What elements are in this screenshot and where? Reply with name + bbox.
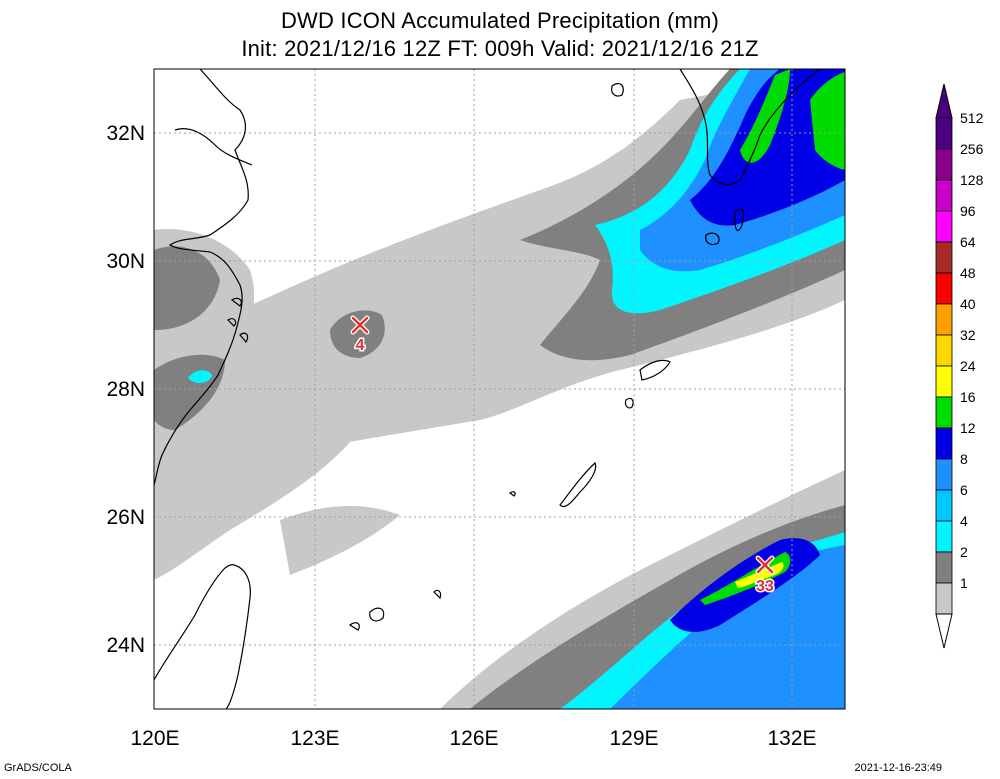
lat-label-26n: 26N — [106, 506, 145, 529]
colorbar-label-12: 12 — [960, 420, 976, 436]
colorbar-swatch-256 — [935, 148, 953, 181]
yangtze-estuary — [174, 128, 253, 166]
yaeyama-island — [433, 589, 442, 600]
colorbar-bottom-arrow — [935, 613, 953, 649]
max-marker: 33 — [755, 555, 776, 597]
colorbar-swatch-40 — [935, 303, 953, 336]
lon-label-120e: 120E — [130, 727, 179, 750]
colorbar-swatch-96 — [935, 210, 953, 243]
colorbar-label-128: 128 — [960, 172, 984, 188]
precip-16mm-ne2 — [810, 72, 845, 170]
precip-16mm-ne — [740, 69, 790, 163]
max-marker-label: 33 — [756, 578, 774, 595]
kyushu-coast — [679, 69, 821, 186]
precip-4mm-spot — [188, 370, 212, 384]
precip-1mm-mid — [280, 505, 400, 575]
graticule — [154, 69, 845, 709]
precip-1mm-sw — [154, 430, 360, 580]
colorbar-label-32: 32 — [960, 327, 976, 343]
lon-label-132e: 132E — [767, 727, 816, 750]
colorbar-swatch-48 — [935, 272, 953, 305]
colorbar-swatch-24 — [935, 365, 953, 398]
footer-timestamp: 2021-12-16-23:49 — [854, 762, 942, 774]
colorbar-label-64: 64 — [960, 234, 976, 250]
map-title: DWD ICON Accumulated Precipitation (mm) — [280, 8, 720, 33]
colorbar-label-40: 40 — [960, 296, 976, 312]
colorbar-label-24: 24 — [960, 358, 976, 374]
colorbar-swatch-6 — [935, 489, 953, 522]
taiwan-coast — [154, 564, 251, 709]
min-marker-label: 4 — [356, 337, 365, 354]
colorbar-swatch-8 — [935, 458, 953, 491]
min-marker: 4 — [350, 315, 370, 356]
miyako-islands — [348, 607, 385, 631]
precip-8mm-se — [610, 545, 845, 709]
colorbar-label-1: 1 — [960, 575, 968, 591]
colorbar-swatch-32 — [935, 334, 953, 367]
tokunoshima — [624, 397, 634, 409]
colorbar-label-48: 48 — [960, 265, 976, 281]
colorbar-swatch-16 — [935, 396, 953, 429]
colorbar-swatch-512 — [935, 117, 953, 150]
map-frame — [153, 68, 846, 710]
yakushima — [705, 232, 720, 246]
footer-credit: GrADS/COLA — [4, 762, 72, 774]
colorbar-label-4: 4 — [960, 513, 968, 529]
colorbar-label-96: 96 — [960, 203, 976, 219]
precip-2mm-blob — [330, 310, 385, 358]
tanegashima — [734, 208, 745, 232]
colorbar-swatch-64 — [935, 241, 953, 274]
precip-field — [154, 69, 845, 709]
lat-label-30n: 30N — [106, 250, 145, 273]
amami-island — [639, 359, 671, 381]
lat-label-24n: 24N — [106, 634, 145, 657]
colorbar-label-512: 512 — [960, 110, 984, 126]
zhoushan-islands — [227, 297, 249, 343]
map-subtitle: Init: 2021/12/16 12Z FT: 009h Valid: 202… — [241, 36, 759, 61]
colorbar-swatch-128 — [935, 179, 953, 212]
lat-label-28n: 28N — [106, 378, 145, 401]
colorbar-swatch-1 — [935, 582, 953, 615]
colorbar-swatch-2 — [935, 551, 953, 584]
colorbar-label-2: 2 — [960, 544, 968, 560]
colorbar-swatch-4 — [935, 520, 953, 553]
lat-label-32n: 32N — [106, 122, 145, 145]
coastlines — [154, 69, 821, 709]
colorbar-swatch-12 — [935, 427, 953, 460]
colorbar-label-256: 256 — [960, 141, 984, 157]
shikoku-tip — [611, 83, 624, 97]
lon-label-129e: 129E — [609, 727, 658, 750]
lon-label-123e: 123E — [290, 727, 339, 750]
colorbar-label-6: 6 — [960, 482, 968, 498]
china-coast — [154, 69, 249, 486]
colorbar-top-arrow — [935, 83, 953, 119]
precip-2mm-west — [154, 246, 220, 330]
kume-island — [508, 491, 516, 497]
colorbar-label-16: 16 — [960, 389, 976, 405]
lon-label-126e: 126E — [449, 727, 498, 750]
colorbar-label-8: 8 — [960, 451, 968, 467]
okinawa-island — [559, 461, 597, 508]
